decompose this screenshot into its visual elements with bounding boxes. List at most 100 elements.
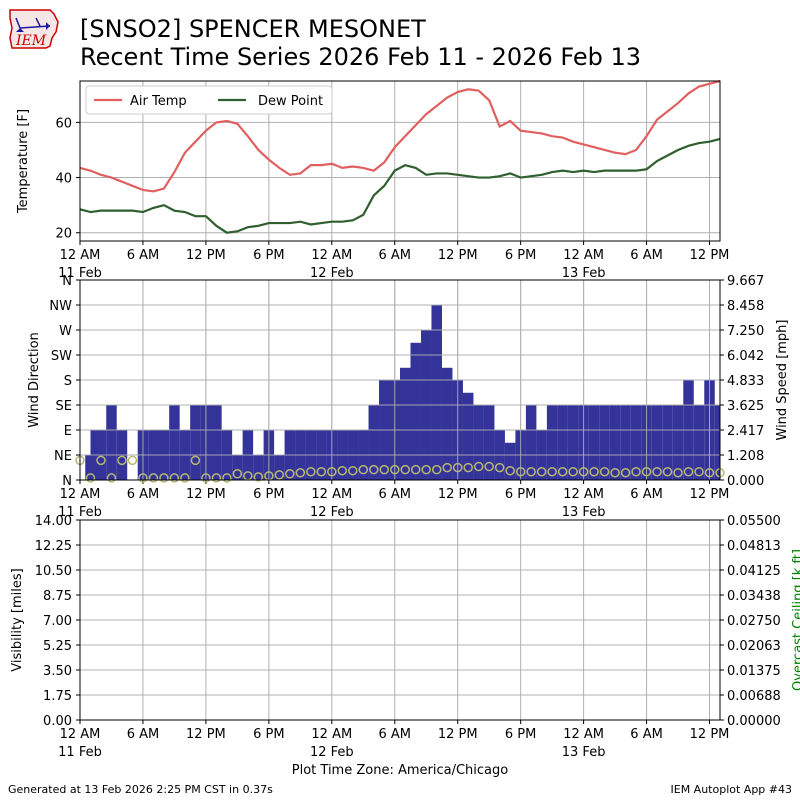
x-tick-date-label: 11 Feb bbox=[58, 266, 102, 281]
wind-speed-tick-label: 1.208 bbox=[727, 449, 764, 464]
wind-speed-marker bbox=[463, 462, 473, 473]
x-tick-label: 12 PM bbox=[690, 487, 730, 502]
wind-direction-bar bbox=[253, 455, 264, 480]
wind-speed-marker bbox=[190, 455, 201, 466]
x-tick-label: 12 PM bbox=[690, 727, 730, 742]
wind-direction-tick-label: SW bbox=[51, 349, 72, 364]
wind-speed-tick-label: 4.833 bbox=[727, 374, 764, 389]
app-footer: IEM Autoplot App #43 bbox=[670, 783, 793, 796]
x-tick-label: 6 AM bbox=[378, 248, 411, 263]
wind-direction-bar bbox=[651, 405, 663, 480]
wind-speed-marker bbox=[673, 468, 683, 478]
wind-speed-marker bbox=[222, 473, 232, 483]
x-tick-date-label: 11 Feb bbox=[58, 745, 102, 760]
x-tick-label: 12 PM bbox=[438, 487, 478, 502]
x-tick-label: 6 AM bbox=[127, 487, 160, 502]
wind-speed-marker bbox=[327, 466, 337, 477]
wind-speed-marker bbox=[306, 466, 316, 477]
wind-direction-bar bbox=[672, 405, 684, 480]
x-tick-label: 6 PM bbox=[253, 727, 284, 742]
wind-speed-tick-label: 0.000 bbox=[727, 474, 764, 489]
wind-direction-bar bbox=[504, 442, 516, 480]
wind-direction-bar bbox=[546, 405, 558, 480]
ceiling-tick-label: 0.01375 bbox=[727, 664, 781, 679]
x-tick-label: 6 AM bbox=[630, 487, 663, 502]
timezone-label: Plot Time Zone: America/Chicago bbox=[291, 763, 509, 778]
wind-speed-marker bbox=[295, 468, 306, 478]
wind-direction-tick-label: NE bbox=[54, 449, 72, 464]
wind-speed-tick-label: 7.250 bbox=[727, 324, 764, 339]
plot-frame-1 bbox=[79, 80, 721, 242]
x-tick-label: 12 AM bbox=[60, 248, 101, 263]
x-tick-date-label: 12 Feb bbox=[310, 745, 354, 760]
wind-speed-marker bbox=[274, 470, 285, 480]
wind-speed-marker bbox=[694, 466, 704, 477]
wind-speed-marker bbox=[536, 466, 547, 477]
wind-direction-bar bbox=[588, 405, 600, 480]
wind-direction-bar bbox=[232, 455, 243, 480]
wind-direction-tick-label: N bbox=[62, 474, 72, 489]
wind-speed-marker bbox=[589, 466, 599, 477]
ceiling-tick-label: 0.03438 bbox=[727, 589, 781, 604]
wind-speed-marker bbox=[379, 464, 390, 475]
wind-speed-marker bbox=[515, 466, 526, 477]
legend-air-temp-label: Air Temp bbox=[130, 94, 187, 109]
wind-speed-marker bbox=[348, 465, 358, 476]
visibility-tick-label: 1.75 bbox=[43, 689, 72, 704]
wind-speed-marker bbox=[180, 473, 190, 483]
chart-title-line2: Recent Time Series 2026 Feb 11 - 2026 Fe… bbox=[80, 43, 642, 71]
visibility-tick-label: 8.75 bbox=[43, 589, 72, 604]
wind-speed-marker bbox=[211, 473, 222, 483]
generated-footer: Generated at 13 Feb 2026 2:25 PM CST in … bbox=[8, 783, 273, 796]
wind-speed-marker bbox=[473, 461, 484, 472]
x-tick-label: 12 PM bbox=[690, 248, 730, 263]
x-tick-label: 12 PM bbox=[438, 248, 478, 263]
visibility-tick-label: 5.25 bbox=[43, 639, 72, 654]
x-tick-label: 6 AM bbox=[378, 487, 411, 502]
wind-direction-bar bbox=[473, 405, 484, 480]
wind-direction-tick-label: S bbox=[64, 374, 72, 389]
wind-speed-marker bbox=[568, 466, 578, 477]
plot-frame-2 bbox=[79, 279, 721, 481]
wind-speed-marker bbox=[390, 464, 400, 475]
wind-speed-marker bbox=[85, 473, 96, 483]
wind-speed-marker bbox=[557, 466, 568, 477]
wind-speed-marker bbox=[610, 468, 620, 478]
wind-speed-marker bbox=[400, 464, 410, 475]
wind-direction-bar bbox=[609, 405, 621, 480]
wind-direction-bar bbox=[200, 405, 222, 480]
wind-speed-marker bbox=[148, 473, 159, 483]
wind-direction-bar bbox=[274, 455, 285, 480]
wind-speed-marker bbox=[452, 462, 463, 473]
y-tick-label: 20 bbox=[55, 227, 72, 242]
wind-direction-bar bbox=[630, 405, 642, 480]
x-tick-date-label: 11 Feb bbox=[58, 505, 102, 520]
x-tick-label: 6 AM bbox=[630, 248, 663, 263]
x-tick-date-label: 12 Feb bbox=[310, 505, 354, 520]
wind-speed-marker bbox=[127, 455, 138, 466]
wind-speed-marker bbox=[620, 468, 631, 478]
wind-direction-bar bbox=[714, 405, 720, 480]
wind-speed-marker bbox=[704, 468, 715, 478]
wind-speed-marker bbox=[316, 466, 327, 477]
wind-direction-bar bbox=[620, 405, 631, 480]
wind-direction-bar bbox=[106, 405, 117, 480]
y-tick-label: 40 bbox=[55, 172, 72, 187]
wind-speed-marker bbox=[442, 462, 452, 473]
wind-speed-marker bbox=[253, 472, 264, 482]
wind-speed-marker bbox=[117, 455, 127, 466]
ceiling-tick-label: 0.05500 bbox=[727, 514, 781, 529]
ceiling-tick-label: 0.02750 bbox=[727, 614, 781, 629]
ceiling-tick-label: 0.00000 bbox=[727, 714, 781, 729]
x-tick-label: 12 AM bbox=[311, 727, 352, 742]
wind-direction-tick-label: W bbox=[59, 324, 72, 339]
visibility-axis-label: Visibility [miles] bbox=[10, 568, 25, 671]
x-tick-label: 12 PM bbox=[186, 727, 226, 742]
wind-direction-bar bbox=[525, 405, 537, 480]
wind-speed-marker bbox=[369, 464, 379, 475]
x-tick-label: 6 AM bbox=[378, 727, 411, 742]
x-tick-label: 6 PM bbox=[253, 487, 284, 502]
plot-frame-3 bbox=[79, 519, 721, 721]
wind-direction-bar bbox=[431, 305, 442, 480]
wind-direction-bar bbox=[662, 405, 673, 480]
